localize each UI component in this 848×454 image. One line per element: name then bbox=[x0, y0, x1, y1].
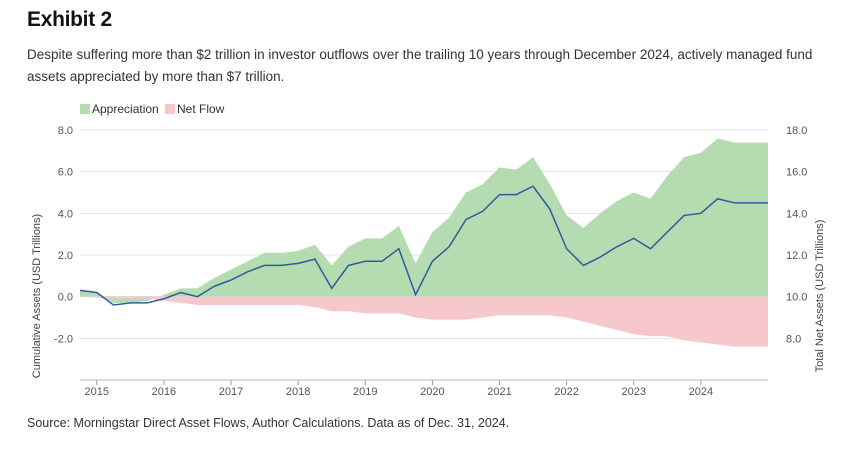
x-tick-label: 2021 bbox=[487, 386, 511, 398]
left-tick-label: 2.0 bbox=[58, 250, 73, 262]
left-axis-ticks: 8.0 6.0 4.0 2.0 0.0 -2.0 bbox=[54, 125, 73, 345]
legend-swatch-net-flow bbox=[165, 104, 175, 114]
line-total-net-assets bbox=[79, 185, 768, 306]
left-axis-label: Cumulative Assets (USD Trillions) bbox=[31, 214, 43, 378]
right-tick-label: 12.0 bbox=[786, 250, 807, 262]
x-tick-label: 2020 bbox=[420, 386, 444, 398]
left-tick-label: -2.0 bbox=[54, 333, 73, 345]
chart-title: Exhibit 2 bbox=[27, 8, 112, 31]
x-tick-label: 2018 bbox=[286, 386, 310, 398]
legend-label-net-flow: Net Flow bbox=[177, 102, 225, 116]
left-tick-label: 4.0 bbox=[58, 208, 73, 220]
legend-swatch-appreciation bbox=[80, 104, 90, 114]
area-net-flow bbox=[80, 296, 768, 347]
legend-label-appreciation: Appreciation bbox=[92, 102, 159, 116]
left-tick-label: 0.0 bbox=[58, 292, 73, 304]
x-tick-label: 2016 bbox=[152, 386, 176, 398]
x-tick-label: 2015 bbox=[85, 386, 109, 398]
x-tick-label: 2023 bbox=[622, 386, 646, 398]
x-tick-label: 2022 bbox=[554, 386, 578, 398]
right-tick-label: 18.0 bbox=[786, 125, 807, 137]
area-appreciation bbox=[80, 138, 768, 303]
x-tick-label: 2024 bbox=[689, 386, 713, 398]
source-note: Source: Morningstar Direct Asset Flows, … bbox=[27, 416, 510, 430]
legend: Appreciation Net Flow bbox=[80, 102, 225, 116]
left-tick-label: 8.0 bbox=[58, 125, 73, 137]
right-axis-label: Total Net Assets (USD Trillions) bbox=[814, 220, 826, 373]
chart-subtitle: Despite suffering more than $2 trillion … bbox=[27, 47, 813, 84]
area-layer bbox=[80, 138, 768, 347]
right-tick-label: 14.0 bbox=[786, 208, 807, 220]
x-tick-label: 2019 bbox=[353, 386, 377, 398]
line-layer bbox=[79, 185, 768, 306]
right-axis-ticks: 18.0 16.0 14.0 12.0 10.0 8.0 bbox=[786, 125, 807, 345]
right-tick-label: 8.0 bbox=[786, 333, 801, 345]
right-tick-label: 10.0 bbox=[786, 292, 807, 304]
right-tick-label: 16.0 bbox=[786, 167, 807, 179]
left-tick-label: 6.0 bbox=[58, 167, 73, 179]
x-tick-label: 2017 bbox=[219, 386, 243, 398]
x-axis-ticks: 2015 2016 2017 2018 2019 2020 2021 2022 2023 2024 bbox=[80, 379, 768, 398]
